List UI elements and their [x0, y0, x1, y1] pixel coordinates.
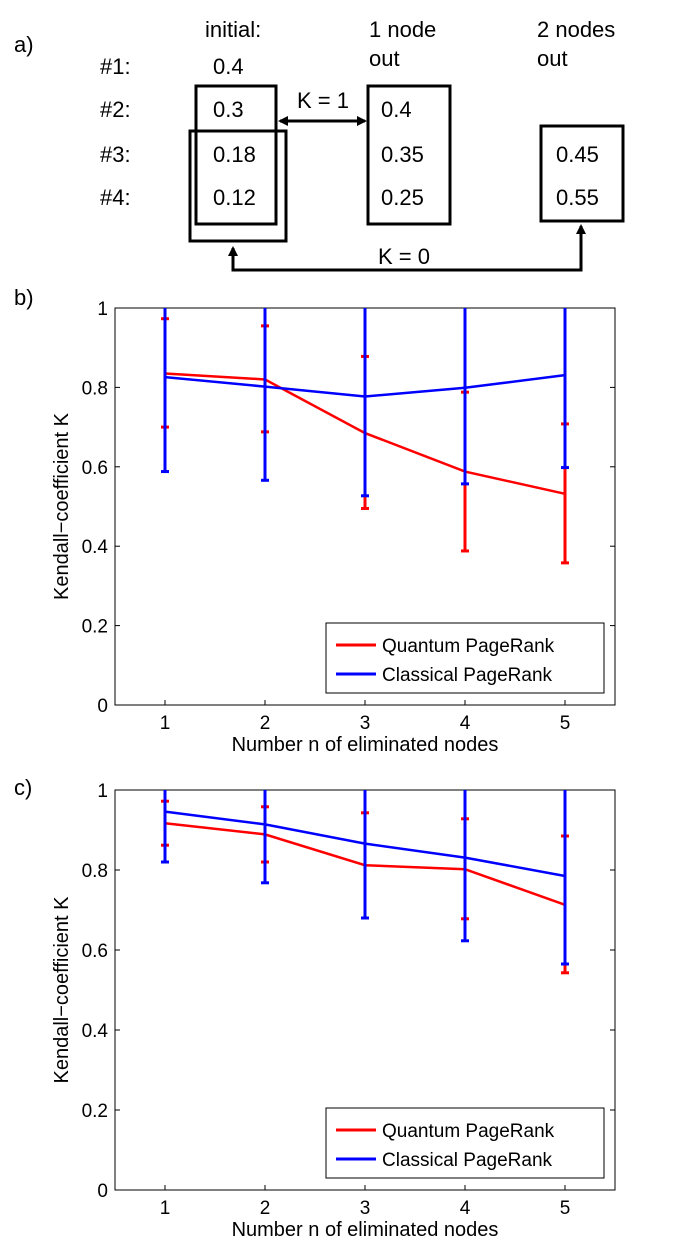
- panel-a-label: a): [14, 32, 34, 57]
- two-out-value-2: 0.55: [556, 185, 599, 210]
- header-two-nodes-line2: out: [537, 46, 568, 71]
- initial-value-1: 0.4: [213, 54, 244, 79]
- legend-label: Classical PageRank: [382, 665, 553, 686]
- y-tick-label: 0.4: [82, 537, 109, 558]
- k1-label: K = 1: [297, 88, 349, 113]
- row-label-3: #3:: [100, 142, 131, 167]
- y-tick-label: 0.6: [82, 941, 108, 962]
- x-tick-label: 4: [460, 713, 471, 734]
- panel-label: b): [14, 285, 34, 310]
- panel-a: a) initial: 1 node out 2 nodes out #1: #…: [14, 17, 625, 272]
- y-tick-label: 0.2: [82, 617, 108, 638]
- one-out-value-2: 0.35: [381, 142, 424, 167]
- series-classical: [161, 308, 569, 498]
- header-two-nodes-line1: 2 nodes: [537, 17, 615, 42]
- initial-value-3: 0.18: [213, 142, 256, 167]
- series-classical: [161, 790, 569, 966]
- y-tick-label: 0.8: [82, 861, 108, 882]
- initial-value-4: 0.12: [213, 185, 256, 210]
- legend: Quantum PageRank Classical PageRank: [325, 622, 605, 694]
- x-tick-label: 2: [260, 1198, 271, 1219]
- two-out-value-1: 0.45: [556, 142, 599, 167]
- header-one-node-line1: 1 node: [369, 17, 436, 42]
- legend-box: [325, 1107, 605, 1179]
- y-axis-label: Kendall−coefficient K: [51, 412, 73, 600]
- x-tick-label: 5: [560, 1198, 571, 1219]
- box-two-nodes-out: [539, 124, 625, 223]
- y-tick-label: 0: [97, 1181, 108, 1202]
- chart-b: b) 0 0.2 0.4 0.6 0.8 1 1 2 3 4 5 Number n of elimina…: [14, 285, 616, 756]
- y-tick-label: 0.8: [82, 378, 108, 399]
- y-axis-label: Kendall−coefficient K: [51, 896, 73, 1084]
- y-tick-label: 0.2: [82, 1101, 108, 1122]
- legend: Quantum PageRank Classical PageRank: [325, 1107, 605, 1179]
- x-tick-label: 4: [460, 1198, 471, 1219]
- panel-label: c): [14, 775, 32, 800]
- chart-c: c) 0 0.2 0.4 0.6 0.8 1 1 2 3 4 5 Number n of elimina…: [14, 775, 616, 1241]
- y-tick-label: 0.4: [82, 1021, 109, 1042]
- header-one-node-line2: out: [369, 46, 400, 71]
- x-axis-label: Number n of eliminated nodes: [232, 734, 499, 756]
- x-tick-label: 3: [360, 1198, 371, 1219]
- k0-label: K = 0: [378, 244, 430, 269]
- one-out-value-3: 0.25: [381, 185, 424, 210]
- x-tick-label: 1: [160, 1198, 171, 1219]
- row-label-4: #4:: [100, 185, 131, 210]
- y-tick-label: 1: [97, 299, 108, 320]
- legend-label: Classical PageRank: [382, 1150, 553, 1171]
- x-tick-label: 1: [160, 713, 171, 734]
- row-label-1: #1:: [100, 54, 131, 79]
- legend-label: Quantum PageRank: [382, 1121, 555, 1142]
- row-label-2: #2:: [100, 97, 131, 122]
- y-tick-label: 1: [97, 781, 108, 802]
- x-tick-label: 3: [360, 713, 371, 734]
- initial-value-2: 0.3: [213, 97, 244, 122]
- x-axis-label: Number n of eliminated nodes: [232, 1219, 499, 1241]
- x-tick-label: 5: [560, 713, 571, 734]
- y-tick-label: 0.6: [82, 458, 108, 479]
- legend-box: [325, 622, 605, 694]
- header-initial: initial:: [205, 17, 261, 42]
- k0-arrow: [228, 224, 586, 272]
- one-out-value-1: 0.4: [381, 97, 412, 122]
- legend-label: Quantum PageRank: [382, 636, 555, 657]
- x-tick-label: 2: [260, 713, 271, 734]
- y-tick-label: 0: [97, 696, 108, 717]
